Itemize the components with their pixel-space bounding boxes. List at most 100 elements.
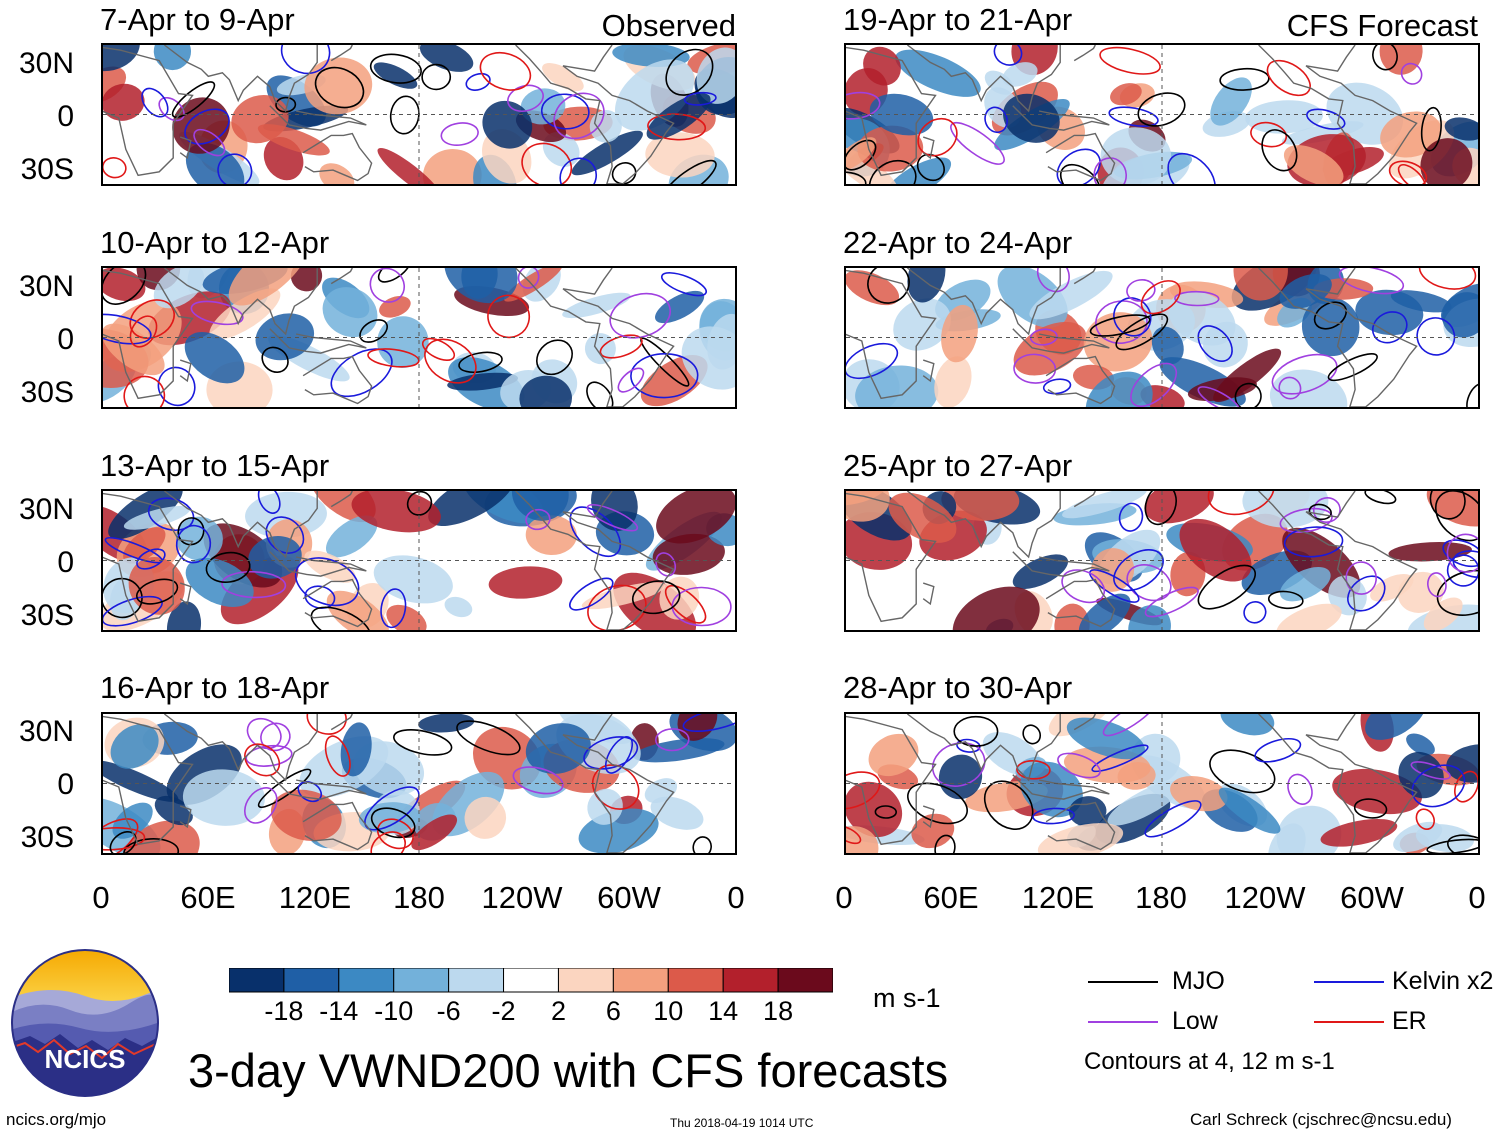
anomaly-blob (941, 304, 978, 363)
anomaly-blob (1187, 377, 1257, 402)
contour-ring (664, 584, 707, 624)
anomaly-blob (340, 722, 372, 777)
contour-ring (217, 153, 253, 184)
logo-text: NCICS (45, 1044, 126, 1074)
anomaly-blob (656, 491, 735, 544)
contour-ring (1261, 129, 1298, 172)
contour-ring (983, 780, 1034, 830)
anomaly-blob (1117, 762, 1156, 790)
contour-ring (1418, 268, 1477, 290)
legend-label-low: Low (1172, 1007, 1218, 1035)
anomaly-blob (1100, 127, 1172, 184)
contour-ring (244, 743, 281, 777)
contour-ring (846, 342, 899, 380)
contour-ring (671, 586, 732, 627)
colorbar-swatch (722, 968, 779, 993)
colorbar-tick-label: -10 (374, 996, 414, 1026)
anomaly-blob (589, 110, 622, 143)
anomaly-blob (1179, 518, 1252, 582)
contour-ring (376, 818, 414, 850)
contour-ring (324, 735, 351, 777)
contour-ring (1271, 353, 1338, 395)
colorbar-swatch (393, 968, 450, 993)
contour-ring (175, 524, 212, 564)
contour-ring (310, 606, 371, 630)
anomaly-blob (1444, 117, 1478, 141)
contour-ring (1144, 491, 1177, 526)
contour-ring (1426, 838, 1478, 853)
anomaly-blob (464, 796, 507, 839)
contour-ring (370, 807, 416, 839)
lat-label-30n: 30N (18, 47, 74, 80)
lat-label-0: 0 (57, 546, 74, 579)
contour-ring (158, 96, 185, 122)
contour-ring (1032, 807, 1075, 825)
anomaly-blob (1365, 714, 1427, 740)
colorbar-tick-label: 6 (605, 996, 621, 1026)
contour-ring (1250, 121, 1288, 148)
contour-ring (1338, 268, 1405, 295)
anomaly-blob (112, 802, 153, 839)
lon-label-180: 180 (393, 880, 445, 915)
contour-ring (609, 292, 671, 339)
contour-ring (1118, 502, 1144, 532)
contour-ring (257, 491, 281, 514)
contour-ring (953, 715, 999, 747)
contour-ring (1267, 590, 1304, 610)
anomaly-blob (153, 268, 205, 309)
contour-ring (369, 53, 422, 84)
contour-ring (1345, 561, 1378, 595)
map-panel-observed-1 (101, 43, 737, 186)
legend-label-mjo: MJO (1172, 967, 1225, 995)
contour-ring (243, 787, 278, 824)
panel-title-1: 7-Apr to 9-Apr (100, 2, 295, 37)
lat-label-30s: 30S (20, 376, 74, 409)
colorbar-swatch (283, 968, 340, 993)
anomaly-blob (1442, 292, 1478, 338)
contour-ring (662, 159, 717, 184)
contour-ring (171, 81, 216, 118)
contour-ring (280, 45, 331, 75)
contour-ring (692, 836, 712, 853)
contour-ring (1126, 564, 1172, 602)
contour-ring (184, 108, 230, 145)
contour-ring (294, 557, 360, 607)
contour-ring (591, 764, 640, 810)
contour-ring (507, 84, 544, 113)
anomaly-blob (1380, 111, 1442, 158)
panel-title-3: 13-Apr to 15-Apr (100, 448, 330, 483)
map-field (103, 491, 735, 630)
anomaly-blob (525, 515, 577, 556)
anomaly-blob (418, 714, 475, 733)
colorbar-swatch (503, 968, 559, 993)
anomaly-blob (1085, 371, 1153, 407)
lon-label-120w: 120W (1224, 880, 1306, 915)
colorbar-units: m s-1 (873, 983, 941, 1013)
contour-ring (421, 63, 452, 91)
contour-ring (525, 508, 551, 531)
anomaly-blob (934, 356, 972, 407)
map-field (103, 268, 735, 407)
ncics-logo: NCICS (11, 949, 159, 1097)
lon-label-120e: 120E (278, 880, 352, 915)
anomaly-blob (855, 365, 939, 407)
anomaly-blob (444, 596, 473, 618)
contour-ring (1089, 314, 1151, 337)
anomaly-blob (1151, 326, 1184, 365)
contour-ring (1400, 62, 1423, 85)
contour-ring (846, 771, 881, 810)
contour-ring (1108, 106, 1159, 127)
contour-ring (846, 139, 877, 171)
anomaly-blob (1332, 768, 1422, 815)
contour-ring (135, 578, 179, 605)
anomaly-blob (1011, 45, 1058, 76)
contour-ring (611, 162, 637, 184)
contour-ring (103, 268, 147, 305)
panel-title-8: 28-Apr to 30-Apr (843, 670, 1073, 705)
colorbar (229, 968, 833, 993)
contour-ring (1313, 301, 1347, 330)
anomaly-blob (1144, 491, 1214, 524)
contour-ring (1059, 163, 1101, 184)
footer-url[interactable]: ncics.org/mjo (6, 1110, 107, 1129)
lat-label-0: 0 (57, 100, 74, 133)
